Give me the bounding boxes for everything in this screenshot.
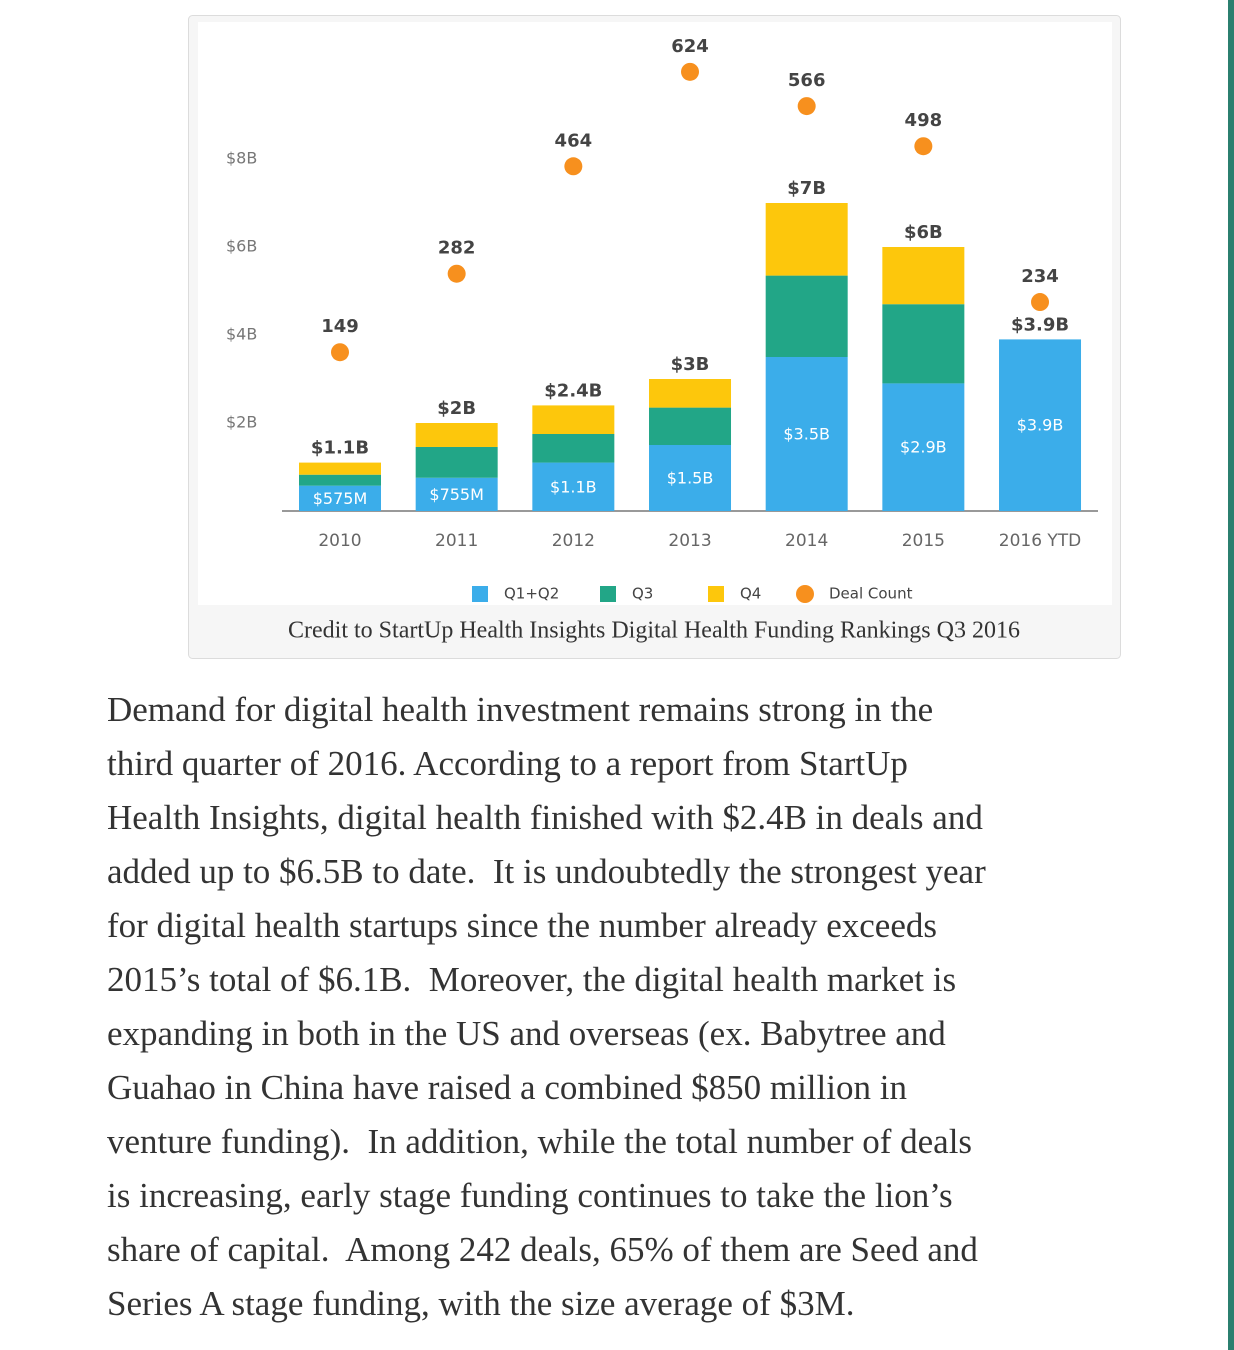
bar-segment: [299, 474, 381, 486]
x-tick-label: 2010: [318, 531, 361, 551]
legend-swatch: [472, 586, 488, 602]
legend-label: Q3: [632, 585, 653, 603]
text-line: third quarter of 2016. According to a re…: [107, 744, 908, 783]
deal-count-label: 624: [671, 36, 709, 57]
y-tick-label: $6B: [226, 237, 257, 256]
article-text: Demand for digital health investment rem…: [107, 683, 986, 1331]
deal-count-label: 498: [905, 110, 943, 131]
bar-segment: [532, 434, 615, 463]
bar-segment: [532, 462, 615, 511]
bar-value-label: $2.9B: [900, 438, 947, 457]
deal-count-label: 464: [555, 130, 593, 151]
chart-area: [198, 22, 1112, 605]
deal-dot: [914, 137, 933, 156]
bar-segment: [415, 423, 498, 447]
bar-segment: [999, 339, 1082, 511]
x-tick-label: 2014: [785, 531, 828, 551]
y-tick-label: $8B: [226, 149, 257, 168]
bar-segment: [649, 379, 732, 408]
total-label: $3B: [671, 354, 710, 375]
bar-segment: [299, 485, 381, 511]
total-label: $7B: [787, 178, 826, 199]
text-line: share of capital. Among 242 deals, 65% o…: [107, 1230, 978, 1269]
legend-label: Q4: [740, 585, 761, 603]
total-label: $6B: [904, 222, 943, 243]
bar-segment: [882, 304, 965, 384]
deal-count-label: 149: [321, 316, 359, 337]
legend-label: Q1+Q2: [504, 585, 559, 603]
y-tick-label: $4B: [226, 325, 257, 344]
y-tick-label: $2B: [226, 413, 257, 432]
caption: Credit to StartUp Health Insights Digita…: [288, 618, 1020, 644]
text-line: 2015’s total of $6.1B. Moreover, the dig…: [107, 960, 957, 999]
total-label: $3.9B: [1011, 314, 1069, 335]
bar-value-label: $1.1B: [550, 477, 597, 496]
text-line: added up to $6.5B to date. It is undoubt…: [107, 852, 986, 891]
deal-dot: [331, 343, 349, 362]
bar-segment: [415, 446, 498, 478]
x-tick-label: 2011: [435, 531, 478, 551]
deal-dot: [447, 264, 466, 283]
page-edge: [1228, 0, 1234, 1350]
deal-count-label: 234: [1021, 266, 1059, 287]
x-tick-label: 2015: [902, 531, 945, 551]
bar-segment: [765, 203, 848, 276]
total-label: $2.4B: [544, 380, 602, 401]
bar-value-label: $3.9B: [1017, 416, 1064, 435]
text-line: for digital health startups since the nu…: [107, 906, 937, 945]
bar-segment: [532, 405, 615, 434]
bar-segment: [415, 477, 498, 511]
bar-value-label: $1.5B: [667, 469, 714, 488]
total-label: $2B: [437, 398, 476, 419]
total-label: $1.1B: [311, 438, 369, 459]
legend-swatch: [600, 586, 616, 602]
x-tick-label: 2013: [668, 531, 711, 551]
legend-label: Deal Count: [829, 585, 913, 603]
legend-swatch: [708, 586, 724, 602]
deal-dot: [1031, 293, 1050, 312]
text-line: Series A stage funding, with the size av…: [107, 1284, 855, 1323]
deal-dot: [564, 157, 583, 176]
text-line: Demand for digital health investment rem…: [107, 690, 934, 729]
text-line: Health Insights, digital health finished…: [107, 798, 983, 837]
deal-count-label: 282: [438, 238, 476, 259]
bar-segment: [882, 383, 965, 511]
figure: Credit to StartUp Health Insights Digita…: [188, 15, 1121, 659]
bar-value-label: $575M: [313, 489, 368, 508]
bar-segment: [882, 247, 965, 305]
bar-value-label: $3.5B: [783, 425, 830, 444]
deal-count-label: 566: [788, 70, 826, 91]
bar-segment: [299, 462, 381, 475]
bar-segment: [649, 445, 732, 511]
x-tick-label: 2016 YTD: [999, 531, 1082, 551]
bar-value-label: $755M: [429, 485, 484, 504]
bar-segment: [649, 407, 732, 445]
deal-dot: [681, 62, 700, 81]
text-line: Guahao in China have raised a combined $…: [107, 1068, 907, 1107]
bar-segment: [765, 357, 848, 511]
text-line: venture funding). In addition, while the…: [107, 1122, 973, 1161]
legend-swatch: [796, 585, 814, 603]
bar-segment: [765, 275, 848, 357]
x-tick-label: 2012: [552, 531, 595, 551]
text-line: expanding in both in the US and overseas…: [107, 1014, 946, 1053]
text-line: is increasing, early stage funding conti…: [107, 1176, 953, 1215]
deal-dot: [797, 97, 816, 116]
